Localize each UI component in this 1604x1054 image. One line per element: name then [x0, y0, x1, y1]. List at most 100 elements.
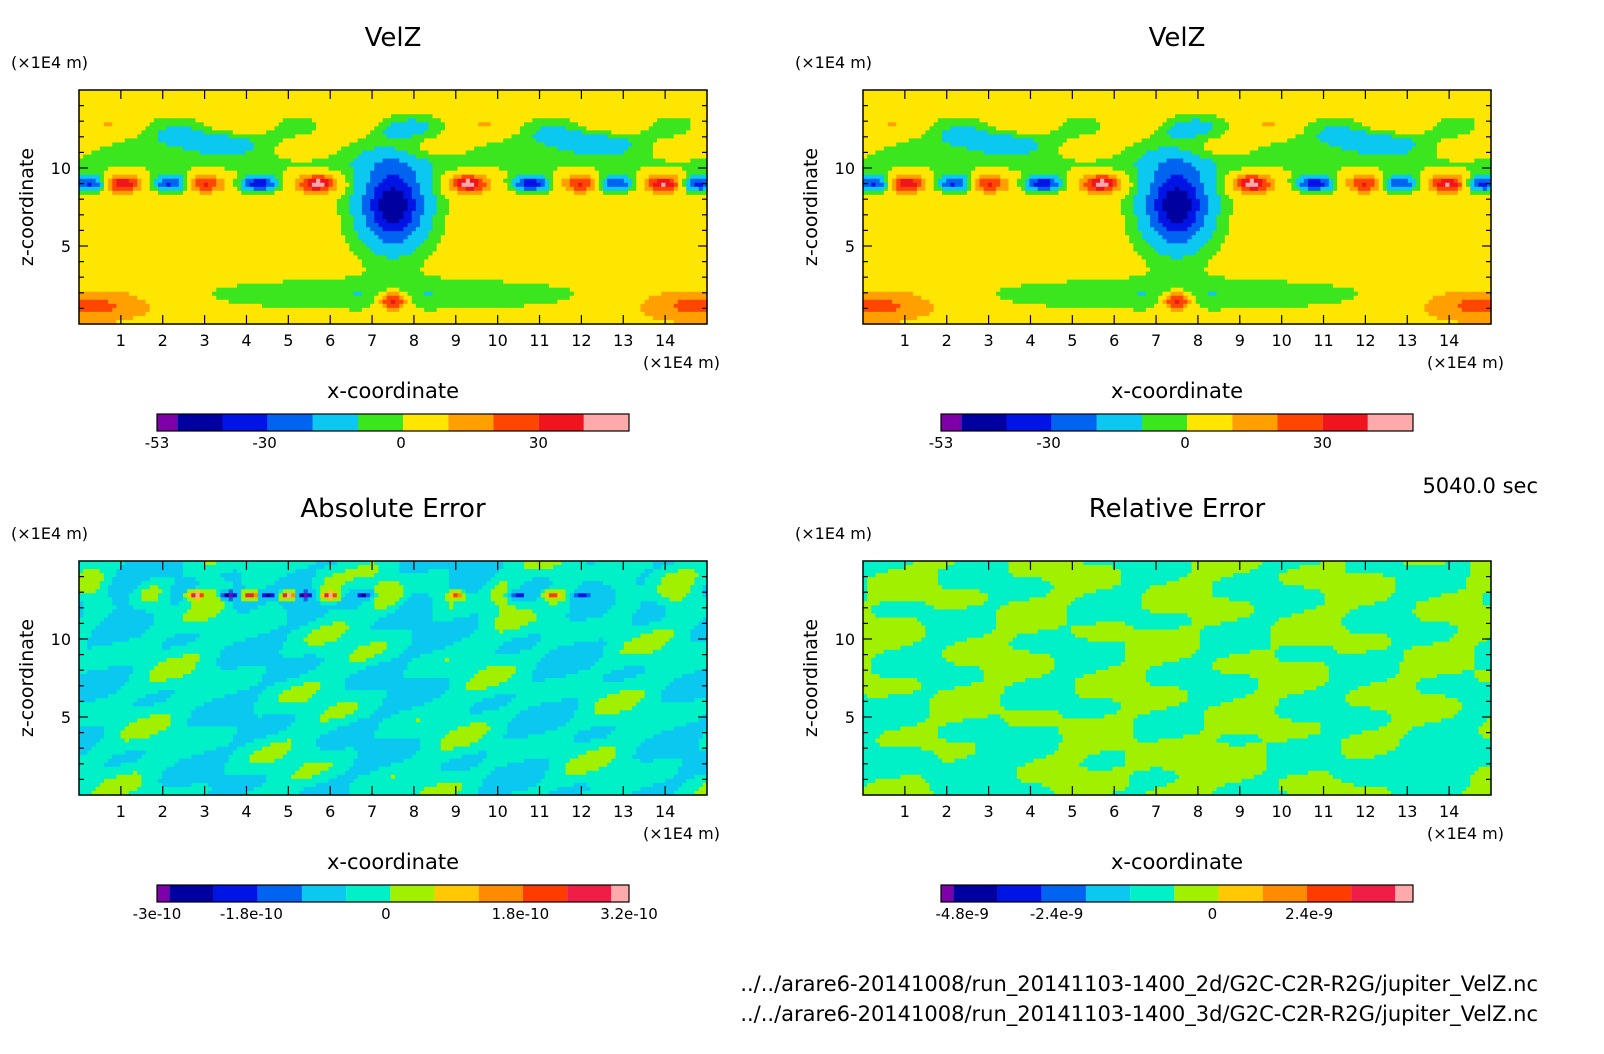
contour-band — [682, 782, 704, 788]
contour-band — [590, 726, 617, 732]
contour-band — [536, 597, 546, 602]
contour-band — [407, 645, 446, 651]
contour-band — [648, 126, 691, 131]
contour-band — [1241, 190, 1268, 196]
contour-band — [411, 754, 463, 760]
contour-band — [1216, 215, 1230, 220]
contour-band — [328, 589, 334, 594]
contour-band — [690, 126, 708, 131]
contour-band — [170, 722, 188, 728]
contour-band — [673, 726, 708, 732]
contour-band — [863, 625, 926, 631]
contour-band — [690, 629, 708, 635]
contour-band — [586, 190, 604, 196]
contour-band — [79, 706, 197, 711]
contour-band — [863, 657, 872, 663]
contour-band — [353, 758, 404, 764]
contour-band — [191, 166, 226, 172]
contour-band — [1457, 190, 1471, 196]
contour-band — [1316, 118, 1355, 123]
contour-band — [925, 130, 943, 135]
contour-band — [187, 186, 192, 192]
contour-band — [91, 790, 130, 796]
contour-band — [1436, 315, 1492, 321]
contour-band — [1058, 190, 1089, 196]
contour-band — [1158, 295, 1168, 301]
contour-band — [87, 645, 93, 651]
contour-band — [536, 641, 575, 647]
contour-band — [607, 178, 625, 184]
contour-band — [79, 174, 101, 180]
contour-band — [511, 637, 542, 643]
contour-band — [1145, 207, 1155, 212]
contour-band — [573, 593, 579, 598]
contour-band — [1308, 734, 1351, 740]
contour-band — [1478, 766, 1492, 772]
contour-band — [863, 94, 1492, 99]
contour-band — [149, 186, 159, 192]
file-path-2d: ../../arare6-20141008/run_20141103-1400_… — [740, 972, 1538, 997]
contour-band — [887, 186, 893, 192]
contour-band — [449, 678, 471, 683]
contour-band — [457, 178, 467, 184]
contour-band — [619, 649, 654, 655]
contour-band — [499, 706, 529, 711]
contour-band — [332, 762, 355, 768]
contour-band — [652, 629, 675, 635]
contour-band — [1158, 231, 1197, 236]
contour-band — [403, 673, 475, 679]
contour-band — [1270, 645, 1280, 651]
contour-band — [153, 118, 197, 123]
x-tick-label: 11 — [529, 331, 549, 350]
colorbar-frame — [940, 413, 1414, 432]
contour-band — [524, 561, 563, 566]
contour-band — [863, 617, 918, 623]
contour-band — [954, 758, 1035, 764]
x-tick-label: 1 — [900, 331, 910, 350]
contour-band — [432, 605, 450, 611]
contour-band — [1195, 219, 1205, 224]
contour-band — [341, 170, 355, 176]
x-tick-label: 6 — [325, 802, 335, 821]
contour-band — [1025, 678, 1076, 683]
contour-band — [237, 569, 296, 574]
contour-band — [465, 686, 488, 691]
contour-band — [937, 573, 1014, 578]
contour-band — [863, 738, 877, 744]
contour-band — [863, 122, 889, 127]
contour-band — [374, 146, 396, 152]
contour-band — [91, 633, 142, 639]
contour-band — [1037, 146, 1060, 152]
contour-band — [266, 778, 330, 784]
contour-band — [79, 134, 138, 140]
contour-band — [1436, 142, 1492, 148]
contour-band — [137, 758, 180, 764]
contour-band — [195, 118, 284, 123]
contour-band — [162, 178, 180, 184]
contour-band — [1145, 259, 1209, 265]
contour-band — [912, 690, 939, 695]
contour-band — [332, 597, 342, 602]
contour-band — [1141, 154, 1201, 160]
contour-band — [282, 645, 359, 651]
contour-band — [311, 158, 355, 164]
contour-band — [1179, 774, 1255, 780]
contour-band — [686, 170, 708, 176]
contour-band — [1133, 307, 1147, 313]
contour-band — [486, 774, 546, 780]
contour-band — [79, 738, 101, 744]
contour-band — [1008, 722, 1134, 728]
contour-band — [875, 738, 947, 744]
contour-band — [228, 589, 234, 594]
contour-band — [79, 271, 363, 277]
contour-band — [573, 738, 592, 744]
contour-band — [79, 118, 155, 123]
contour-band — [149, 577, 176, 582]
contour-band — [461, 754, 488, 760]
contour-band — [1195, 166, 1218, 172]
contour-band — [103, 122, 113, 127]
contour-band — [544, 597, 567, 602]
contour-band — [1461, 186, 1471, 192]
contour-band — [1220, 577, 1280, 582]
contour-band — [424, 207, 438, 212]
